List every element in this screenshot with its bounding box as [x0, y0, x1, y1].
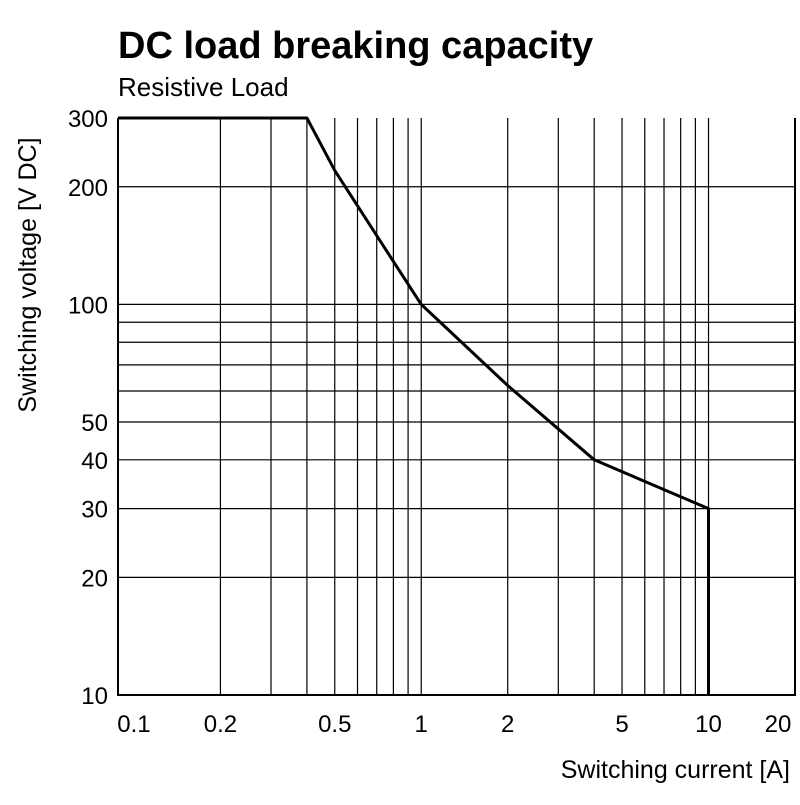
- x-tick-label: 0.2: [204, 711, 237, 738]
- plot-lines: [118, 116, 710, 695]
- y-tick-label: 30: [81, 497, 108, 524]
- x-tick-label: 0.5: [318, 711, 351, 738]
- y-tick-label: 100: [68, 292, 108, 319]
- y-axis-label: Switching voltage [V DC]: [14, 137, 42, 412]
- chart-title: DC load breaking capacity: [118, 25, 593, 67]
- y-tick-label: 300: [68, 106, 108, 133]
- chart-subtitle: Resistive Load: [118, 72, 289, 102]
- data-line: [118, 116, 710, 695]
- y-tick-label: 20: [81, 565, 108, 592]
- x-tick-label: 5: [615, 711, 628, 738]
- y-tick-label: 50: [81, 410, 108, 437]
- grid: [118, 118, 795, 695]
- y-tick-label: 40: [81, 448, 108, 475]
- tick-labels: 0.1 0.2 0.5 1 2 5 10 20 10 20 30 40 50 100 200 300: [68, 106, 791, 738]
- x-tick-label: 2: [501, 711, 514, 738]
- frame: [117, 118, 796, 696]
- x-tick-label: 20: [765, 711, 792, 738]
- x-axis-label: Switching current [A]: [561, 756, 790, 784]
- y-tick-label: 10: [81, 683, 108, 710]
- y-tick-label: 200: [68, 175, 108, 202]
- x-tick-label: 10: [695, 711, 722, 738]
- x-tick-label: 1: [415, 711, 428, 738]
- x-tick-label: 0.1: [117, 711, 150, 738]
